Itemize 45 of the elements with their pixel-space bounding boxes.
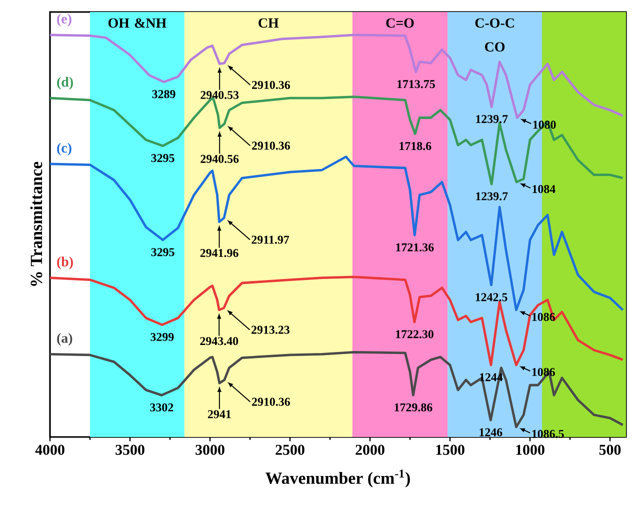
x-tick-label: 4000	[35, 444, 64, 455]
annotation: 1242.5	[476, 293, 508, 302]
x-axis-title: Wavenumber (cm$^{-1}$)	[266, 470, 410, 488]
annotation: 1239.7	[476, 192, 508, 200]
annotation: 2910.36	[252, 398, 290, 406]
band-label: OH &NH	[108, 18, 166, 28]
annotation: 1729.86	[394, 403, 432, 412]
series-label: (d)	[57, 76, 73, 90]
annotation: 1713.75	[397, 80, 435, 88]
annotation: 3302	[150, 403, 174, 412]
series-label: (b)	[57, 256, 73, 270]
x-tick-label: 2000	[356, 444, 384, 455]
x-tick-label: 2500	[276, 444, 304, 455]
annotation: 2940.56	[200, 154, 239, 164]
x-tick-label: 500	[599, 444, 621, 455]
annotation: 2940.53	[200, 90, 239, 100]
series-label: (c)	[57, 142, 72, 156]
annotation: 3289	[152, 90, 176, 98]
x-tick-label: 3500	[116, 444, 144, 455]
annotation: 1239.7	[476, 115, 508, 124]
annotation: 2910.36	[252, 142, 290, 150]
annotation: 1722.30	[396, 330, 434, 338]
annotation: 2941.96	[200, 248, 238, 258]
band-label: CH	[258, 18, 279, 28]
annotation: 3295	[151, 248, 174, 256]
annotation: 3295	[151, 154, 174, 162]
annotation: 1718.6	[400, 142, 432, 150]
annotation: 1246	[480, 428, 502, 436]
annotation: 2910.36	[252, 80, 290, 90]
annotation: 2911.97	[252, 236, 290, 244]
band-label: C-O-C CO	[475, 18, 514, 52]
y-axis-title: % Transmittance	[30, 162, 42, 286]
annotation: 3299	[150, 332, 174, 342]
annotation: 1086	[532, 368, 555, 376]
x-tick-label: 1500	[436, 444, 464, 455]
annotation: 2943.40	[200, 337, 238, 346]
x-tick-label: 1000	[516, 444, 544, 455]
series-label: (a)	[57, 333, 72, 346]
annotation: 2913.23	[252, 326, 290, 334]
annotation: 2941	[208, 410, 231, 418]
annotation: 1721.36	[396, 243, 434, 252]
annotation: 1086	[532, 312, 555, 321]
series-label: (e)	[57, 14, 72, 26]
x-tick-label: 3000	[196, 444, 224, 455]
band-label: C=O	[386, 18, 414, 28]
